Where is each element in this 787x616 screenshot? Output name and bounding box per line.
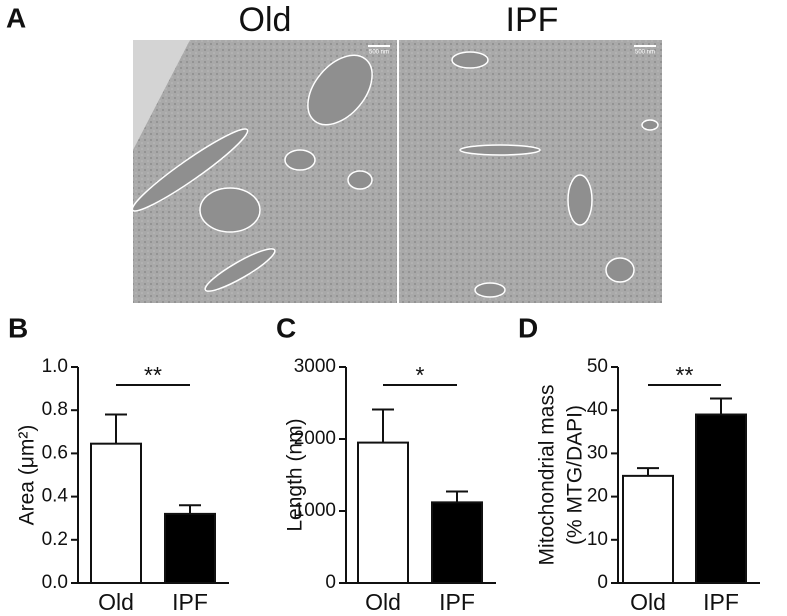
panel-label: D <box>518 312 538 343</box>
image-title: IPF <box>506 1 559 39</box>
bar <box>90 442 142 584</box>
bar <box>695 413 747 584</box>
y-tick-label: 20 <box>587 486 608 507</box>
x-tick-label: Old <box>365 589 401 615</box>
y-axis-label: Length (nm) <box>284 418 307 531</box>
scale-bar-label: 500 nm <box>369 50 389 56</box>
image-title: Old <box>239 1 292 39</box>
y-axis-label: Area (μm²) <box>16 425 39 526</box>
x-tick-label: Old <box>98 589 134 615</box>
scale-bar-label: 500 nm <box>635 50 655 56</box>
panel-label: A <box>6 2 26 33</box>
y-tick-label: 0.4 <box>42 486 69 507</box>
significance-label: ** <box>144 362 162 388</box>
bar <box>622 474 674 585</box>
bar <box>357 441 409 584</box>
significance-label: * <box>416 362 425 388</box>
micrograph: 500 nm <box>399 40 662 303</box>
y-tick-label: 0.0 <box>42 572 68 593</box>
x-tick-label: IPF <box>439 589 475 615</box>
y-tick-label: 0.6 <box>42 442 68 463</box>
y-tick-label: 0 <box>325 572 336 593</box>
y-tick-label: 0.2 <box>42 529 68 550</box>
y-tick-label: 2000 <box>294 428 336 449</box>
bar <box>164 512 216 585</box>
y-tick-label: 30 <box>587 442 608 463</box>
y-axis-label: Mitochondrial mass <box>536 385 559 566</box>
y-tick-label: 40 <box>587 399 608 420</box>
panel-label: C <box>276 312 296 343</box>
x-tick-label: Old <box>630 589 666 615</box>
y-tick-label: 1000 <box>294 500 336 521</box>
bar <box>431 501 483 584</box>
x-tick-label: IPF <box>172 589 208 615</box>
y-tick-label: 50 <box>587 356 608 377</box>
panel-label: B <box>8 312 28 343</box>
x-tick-label: IPF <box>703 589 739 615</box>
y-axis-label: (% MTG/DAPI) <box>564 405 587 545</box>
significance-label: ** <box>676 362 694 388</box>
micrograph: 500 nm <box>131 40 397 303</box>
y-tick-label: 3000 <box>294 356 336 377</box>
y-tick-label: 0.8 <box>42 399 68 420</box>
y-tick-label: 1.0 <box>42 356 68 377</box>
y-tick-label: 0 <box>597 572 608 593</box>
y-tick-label: 10 <box>587 529 608 550</box>
